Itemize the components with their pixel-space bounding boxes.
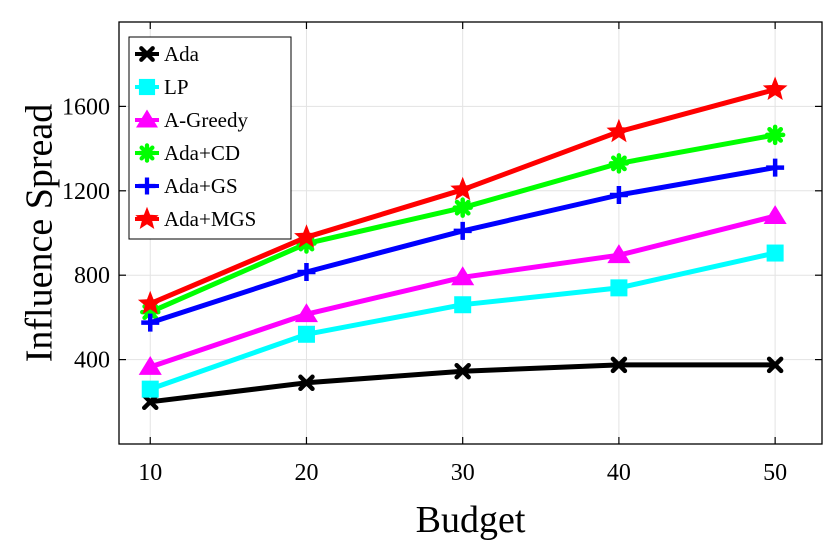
data-point [297, 263, 316, 282]
legend-label: Ada+MGS [164, 207, 256, 231]
y-tick-label: 400 [74, 348, 110, 374]
y-tick-label: 1600 [62, 94, 110, 120]
data-point [763, 205, 787, 225]
legend-label: Ada+CD [164, 141, 240, 165]
series-a-greedy [138, 205, 787, 375]
legend-label: A-Greedy [164, 108, 248, 132]
data-point [138, 355, 162, 375]
legend-marker [138, 177, 156, 195]
data-point [296, 233, 317, 254]
data-point [764, 124, 786, 146]
x-tick-label: 10 [138, 460, 162, 486]
data-point [454, 296, 472, 314]
series-ada [141, 356, 784, 411]
data-point [141, 313, 160, 332]
legend-marker [136, 109, 158, 128]
x-tick-label: 20 [294, 460, 318, 486]
data-point [766, 158, 785, 177]
series-lp [141, 244, 784, 398]
plot-frame [118, 21, 823, 445]
data-point [610, 279, 628, 297]
data-point [454, 362, 471, 380]
legend-box [128, 36, 292, 240]
legend-label: Ada [164, 42, 200, 66]
data-point [294, 224, 319, 248]
series-group [137, 76, 788, 411]
data-point [141, 380, 159, 398]
data-point [609, 186, 628, 205]
x-tick-label: 40 [607, 460, 631, 486]
legend-marker [138, 78, 156, 96]
y-tick-label: 800 [74, 263, 110, 289]
data-point [450, 176, 476, 201]
data-point [606, 118, 632, 143]
legend-marker [139, 46, 155, 62]
data-point [762, 76, 788, 100]
x-axis-title: Budget [416, 499, 526, 541]
data-point [294, 303, 319, 323]
data-point [610, 356, 628, 374]
data-point [451, 266, 475, 286]
data-point [453, 221, 472, 240]
data-point [766, 244, 784, 262]
data-point [137, 290, 163, 315]
data-point [139, 301, 161, 323]
series-ada-gs [141, 158, 785, 332]
ticks: 10 20 30 40 50 400 800 1200 1600 [62, 22, 822, 486]
data-point [608, 153, 630, 174]
legend-marker [137, 143, 157, 163]
data-point [766, 356, 784, 374]
data-point [141, 393, 159, 411]
legend-label: Ada+GS [164, 174, 238, 198]
legend-marker [135, 206, 159, 229]
x-tick-label: 30 [451, 460, 475, 486]
x-tick-label: 50 [763, 460, 787, 486]
data-point [452, 197, 473, 218]
legend-label: LP [164, 75, 189, 99]
y-axis-title: Influence Spread [18, 104, 60, 363]
legend: Ada LP A-Greedy Ada+CD Ada+GS Ada+MGS [128, 36, 292, 240]
y-tick-label: 1200 [62, 179, 110, 205]
data-point [607, 244, 631, 264]
data-point [297, 325, 315, 343]
series-ada-cd [139, 124, 786, 323]
data-point [298, 374, 315, 392]
series-ada-mgs [137, 76, 788, 315]
